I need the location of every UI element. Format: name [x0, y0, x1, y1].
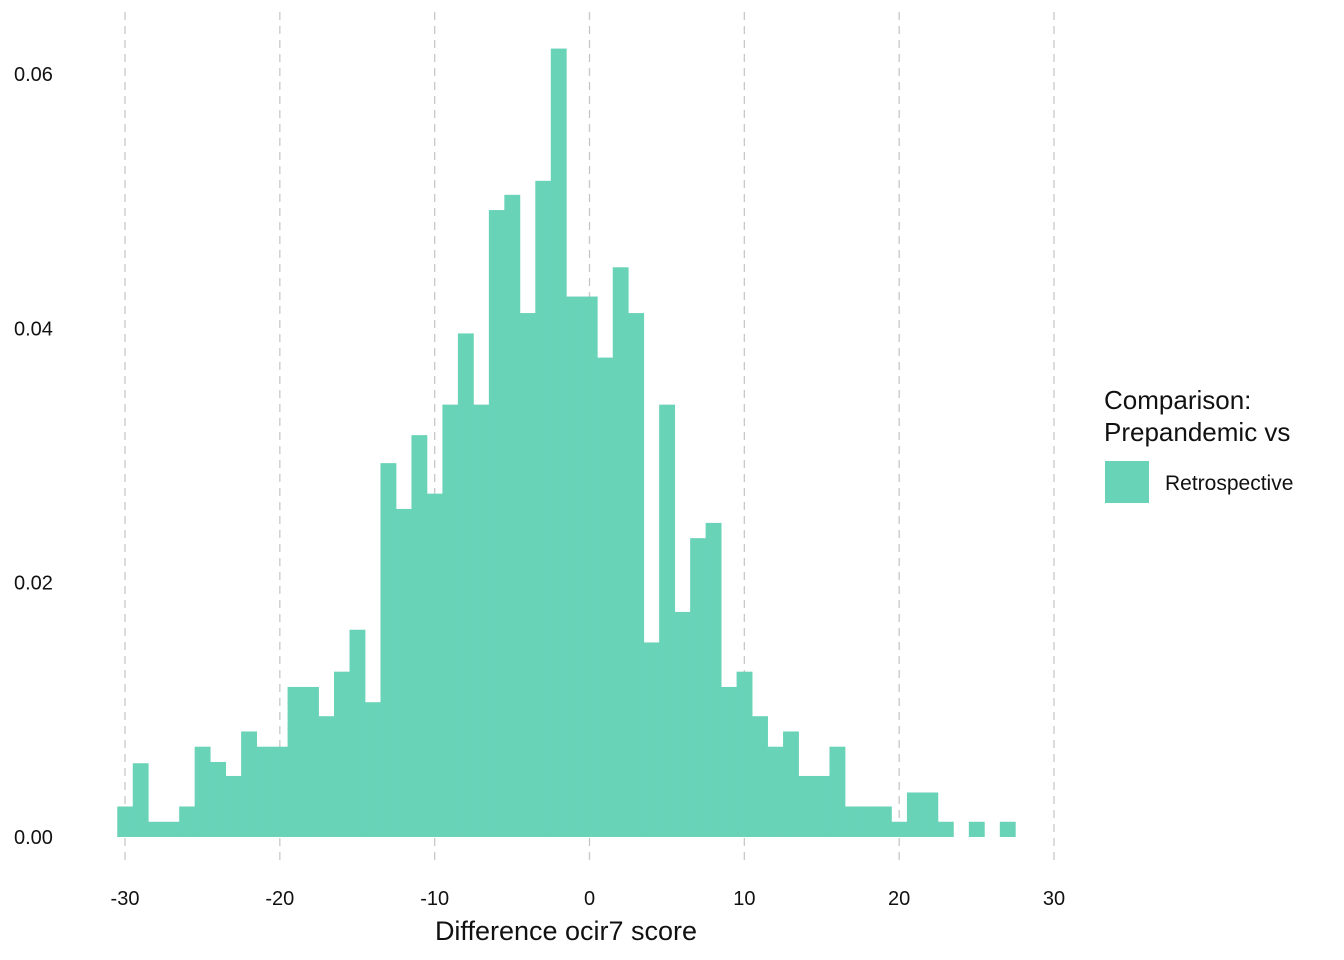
histogram-bar [334, 671, 350, 837]
x-axis-title: Difference ocir7 score [435, 916, 697, 946]
y-tick-label: 0.04 [14, 318, 53, 340]
histogram-bar [860, 806, 877, 837]
histogram-bar [287, 686, 304, 837]
histogram-bar [395, 508, 412, 837]
histogram-bar [566, 296, 583, 837]
histogram-bar [829, 746, 846, 837]
histogram-bar [457, 333, 474, 837]
histogram-bar [597, 357, 614, 837]
histogram-bar [148, 821, 165, 837]
y-tick-label: 0.00 [14, 827, 53, 849]
histogram-bar [612, 267, 629, 837]
x-tick-label: -10 [420, 888, 449, 910]
histogram-bar [210, 761, 227, 837]
histogram-bar [380, 463, 397, 837]
histogram-bar [628, 313, 645, 837]
histogram-bar [241, 731, 258, 837]
y-tick-label: 0.02 [14, 573, 53, 595]
x-tick-label: 10 [733, 888, 755, 910]
x-tick-label: 0 [584, 888, 595, 910]
x-tick-label: -20 [265, 888, 294, 910]
histogram-bar [674, 611, 691, 837]
legend: Comparison: Prepandemic vs Retrospective [1104, 385, 1293, 503]
histogram-bar [999, 821, 1016, 837]
histogram-bar [581, 296, 598, 837]
histogram-bar [411, 435, 428, 837]
histogram-bar [922, 792, 939, 837]
histogram-bar [736, 671, 753, 837]
histogram-bar [767, 746, 784, 837]
histogram-bar [550, 48, 567, 837]
histogram-bar [256, 746, 273, 837]
histogram-bar [426, 493, 443, 837]
y-axis-ticks: 0.00 0.02 0.04 0.06 [14, 64, 53, 849]
histogram-bar [659, 404, 676, 837]
histogram-bar [132, 763, 149, 837]
histogram-bar [844, 806, 861, 837]
histogram-bar [504, 194, 521, 837]
legend-label-retrospective: Retrospective [1165, 472, 1293, 495]
histogram-bar [968, 821, 985, 837]
histogram-bars [117, 48, 1016, 837]
histogram-bar [179, 806, 196, 837]
histogram-bar [473, 404, 490, 837]
histogram-bar [783, 731, 799, 837]
x-tick-label: 30 [1043, 888, 1065, 910]
histogram-bar [163, 821, 180, 837]
histogram-bar [752, 716, 768, 837]
histogram-bar [303, 686, 319, 837]
histogram-bar [875, 806, 892, 837]
y-tick-label: 0.06 [14, 64, 53, 86]
histogram-bar [225, 775, 242, 837]
histogram-bar [318, 716, 335, 837]
histogram-bar [798, 775, 815, 837]
histogram-bar [488, 210, 505, 837]
histogram-bar [705, 522, 722, 837]
histogram-bar [721, 686, 737, 837]
histogram-bar [194, 746, 211, 837]
histogram-bar [814, 775, 830, 837]
histogram-bar [364, 702, 381, 837]
histogram-bar [690, 538, 707, 837]
legend-title-line-1: Comparison: [1104, 385, 1251, 415]
histogram-bar [349, 629, 366, 837]
histogram-bar [117, 806, 134, 837]
histogram-bar [643, 642, 660, 837]
histogram-bar [891, 821, 908, 837]
x-tick-label: 20 [888, 888, 910, 910]
histogram-bar [535, 180, 552, 837]
histogram-bar [937, 821, 954, 837]
histogram-bar [442, 404, 459, 837]
x-tick-label: -30 [111, 888, 140, 910]
histogram-bar [272, 746, 288, 837]
histogram-bar [519, 313, 536, 837]
legend-title-line-2: Prepandemic vs [1104, 417, 1290, 447]
histogram-bar [906, 792, 923, 837]
x-axis-ticks: -30 -20 -10 0 10 20 30 [111, 888, 1066, 910]
legend-swatch-retrospective [1105, 461, 1149, 503]
